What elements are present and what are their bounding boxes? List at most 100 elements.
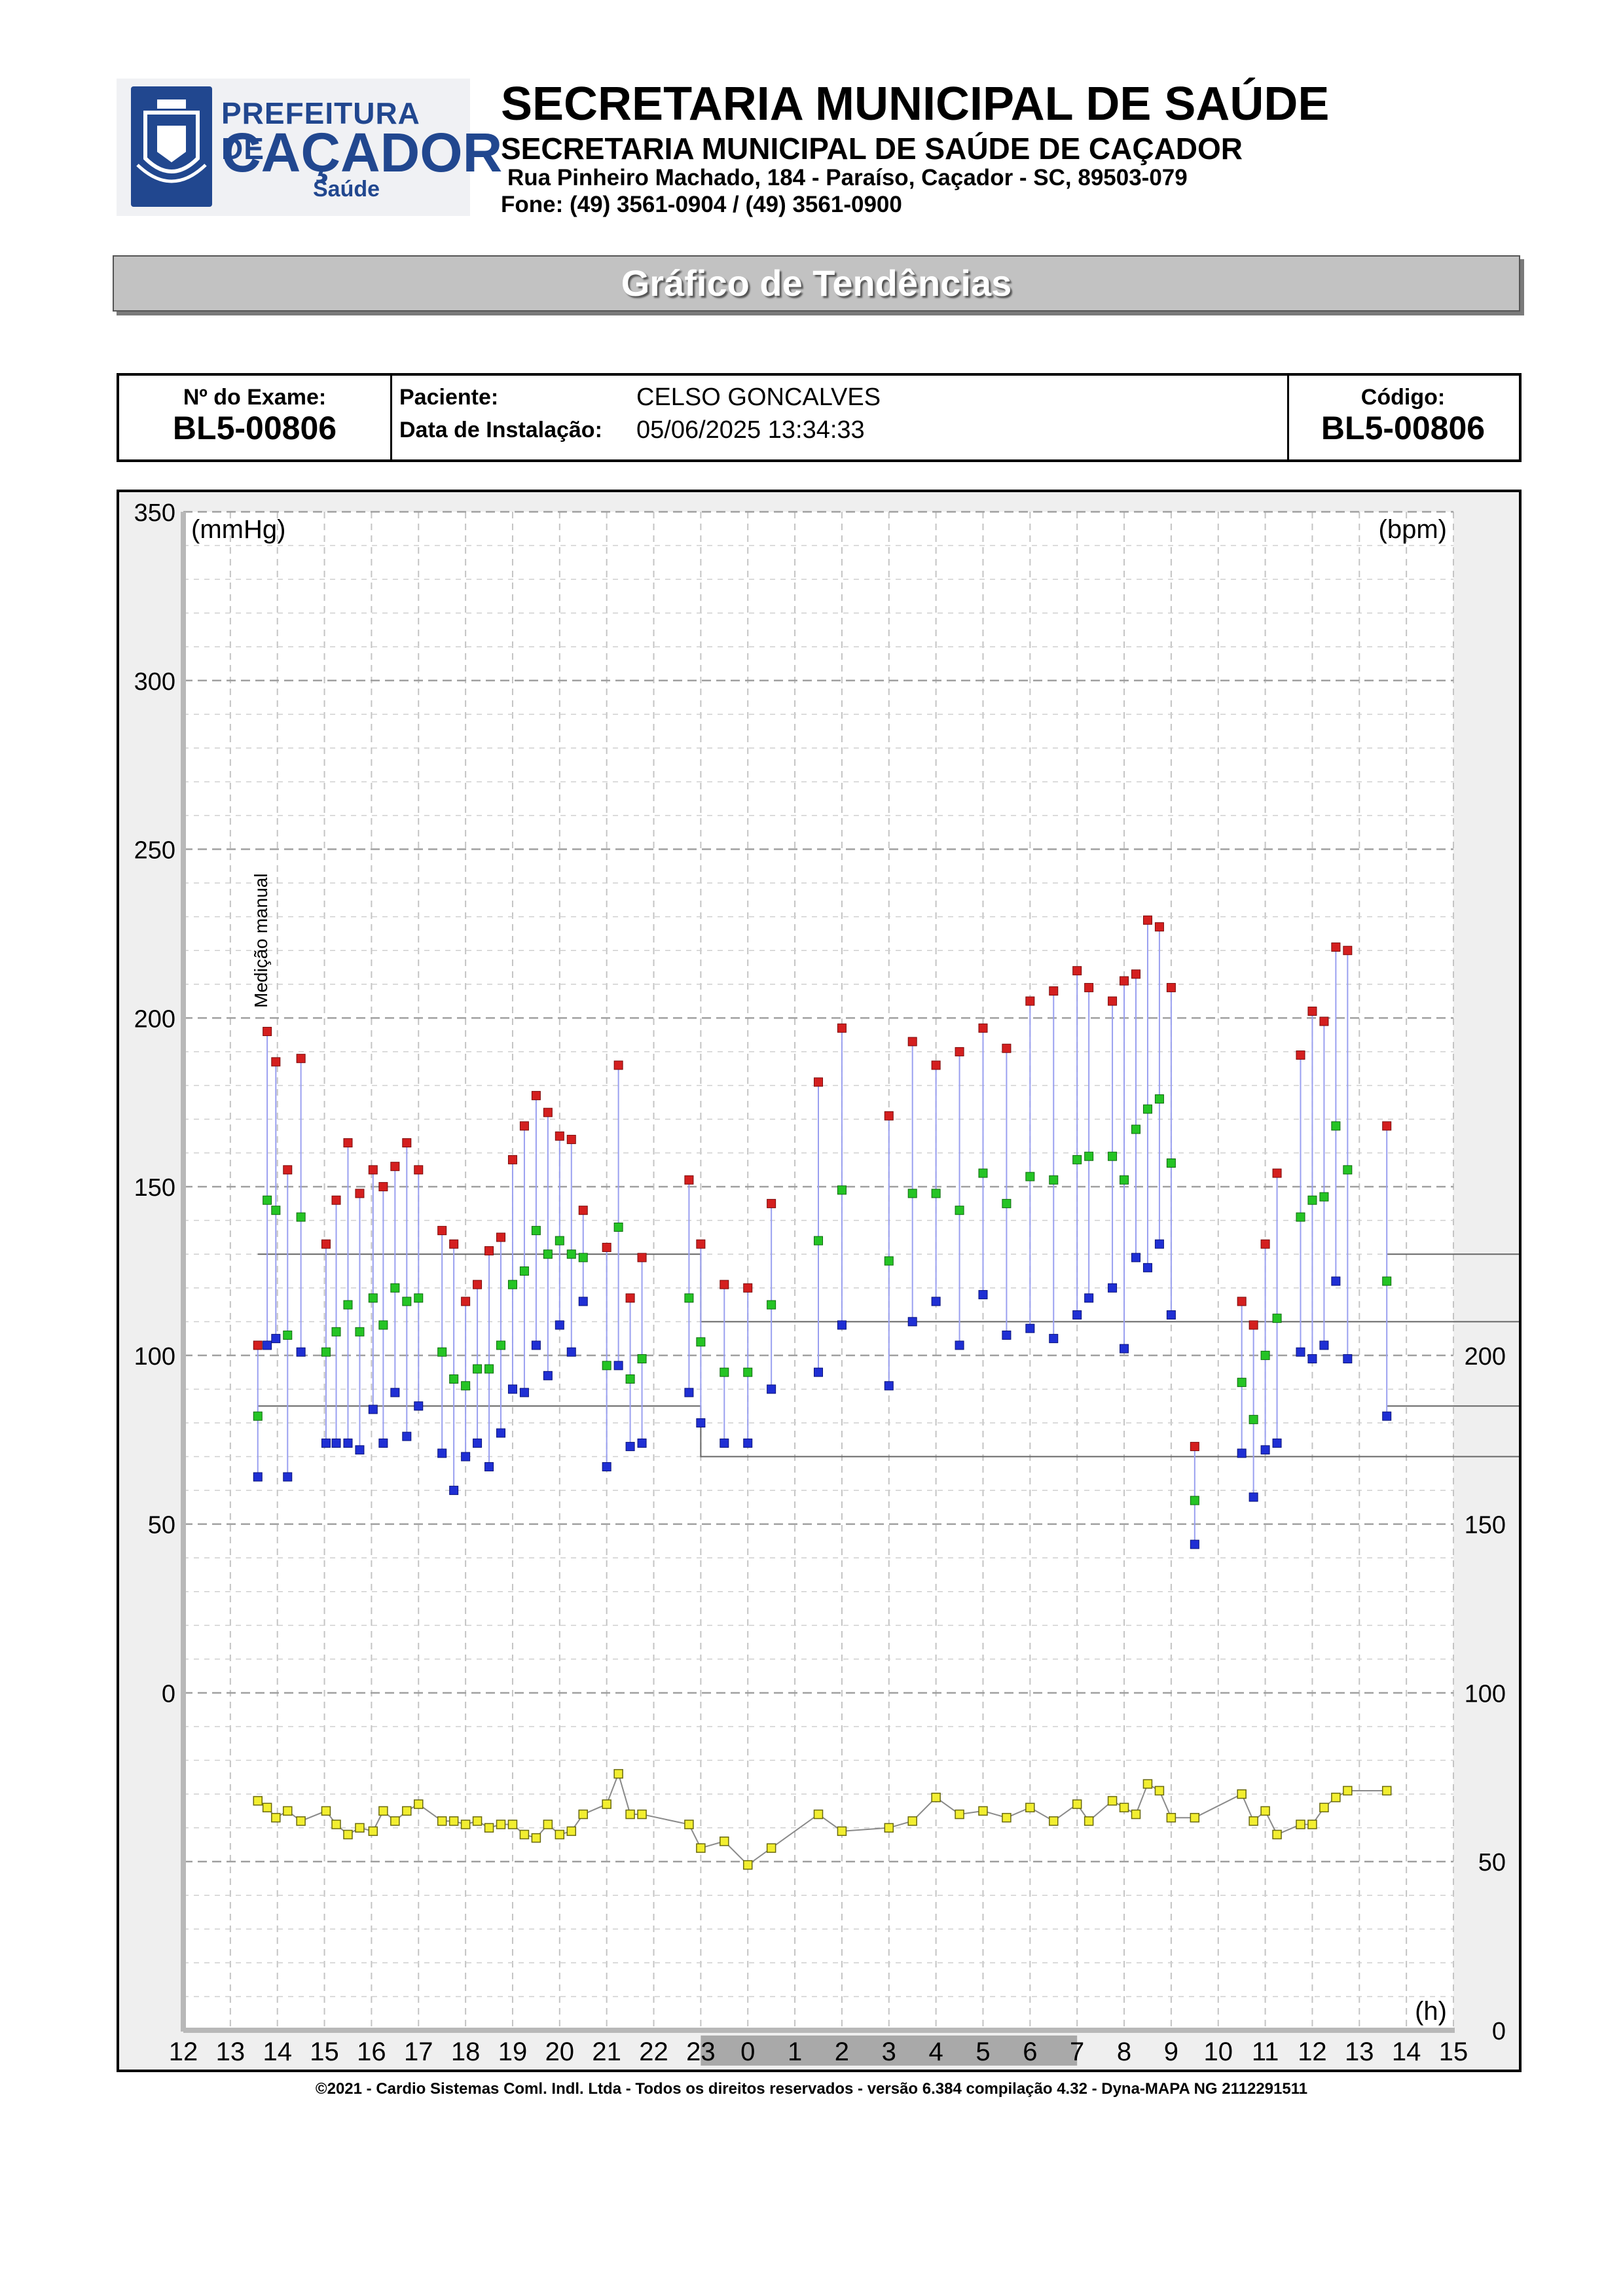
systolic-point	[566, 1134, 576, 1144]
y-right-axis-label: (bpm)	[1379, 515, 1447, 544]
y-right-tick-label: 0	[1492, 2018, 1506, 2045]
heart-rate-point	[1381, 1785, 1392, 1796]
diastolic-point	[1142, 1263, 1152, 1272]
x-tick-label: 17	[404, 2037, 433, 2066]
systolic-point	[684, 1175, 694, 1185]
mean-point	[531, 1226, 541, 1236]
diastolic-point	[331, 1438, 341, 1448]
y-right-tick-label: 100	[1465, 1680, 1506, 1708]
exam-info-table: Nº do Exame: BL5-00806 Paciente: CELSO G…	[117, 373, 1522, 462]
diastolic-point	[1343, 1354, 1353, 1364]
heart-rate-point	[907, 1816, 917, 1826]
systolic-point	[1307, 1007, 1317, 1016]
systolic-point	[720, 1280, 729, 1289]
heart-rate-point	[437, 1816, 447, 1826]
heart-rate-point	[496, 1820, 506, 1829]
mean-point	[602, 1361, 611, 1371]
systolic-point	[437, 1226, 447, 1236]
systolic-point	[449, 1239, 459, 1249]
mean-point	[414, 1293, 424, 1303]
exam-number-cell: Nº do Exame: BL5-00806	[119, 376, 392, 459]
diastolic-point	[449, 1486, 459, 1496]
diastolic-point	[321, 1438, 331, 1448]
report-banner: Gráfico de Tendências	[113, 255, 1520, 312]
x-tick-label: 15	[310, 2037, 339, 2066]
mean-point	[543, 1249, 553, 1259]
diastolic-point	[767, 1384, 776, 1394]
heart-rate-point	[343, 1829, 353, 1840]
diastolic-point	[837, 1320, 847, 1330]
code-value: BL5-00806	[1321, 410, 1486, 446]
diastolic-point	[484, 1462, 494, 1472]
x-tick-label: 20	[545, 2037, 575, 2066]
systolic-point	[368, 1165, 378, 1175]
x-tick-label: 8	[1117, 2037, 1131, 2066]
systolic-point	[1382, 1121, 1392, 1131]
mean-point	[1319, 1192, 1329, 1202]
diastolic-point	[1025, 1323, 1035, 1333]
systolic-point	[331, 1195, 341, 1205]
y-left-tick-label: 250	[134, 837, 175, 865]
mean-point	[1272, 1314, 1282, 1323]
heart-rate-point	[602, 1799, 611, 1809]
mean-point	[578, 1253, 588, 1263]
mean-point	[263, 1195, 272, 1205]
mean-point	[743, 1367, 753, 1377]
systolic-point	[955, 1047, 964, 1056]
mean-point	[1331, 1121, 1341, 1131]
systolic-point	[390, 1162, 400, 1172]
systolic-point	[484, 1246, 494, 1256]
diastolic-point	[696, 1418, 706, 1427]
mean-point	[1084, 1151, 1094, 1161]
heart-rate-point	[331, 1820, 341, 1829]
systolic-point	[507, 1155, 517, 1164]
diastolic-point	[1319, 1340, 1329, 1350]
diastolic-point	[531, 1340, 541, 1350]
diastolic-point	[578, 1297, 588, 1306]
x-tick-label: 22	[639, 2037, 668, 2066]
heart-rate-point	[1107, 1796, 1118, 1806]
diastolic-point	[625, 1442, 635, 1452]
mean-point	[1120, 1175, 1129, 1185]
diastolic-point	[743, 1438, 753, 1448]
heart-rate-point	[472, 1816, 483, 1826]
mean-point	[496, 1340, 505, 1350]
diastolic-point	[1190, 1539, 1199, 1549]
mean-point	[837, 1185, 847, 1195]
x-tick-label: 3	[882, 2037, 896, 2066]
x-tick-label: 21	[592, 2037, 621, 2066]
exam-number-label: Nº do Exame:	[183, 385, 327, 410]
mean-point	[1166, 1158, 1176, 1168]
diastolic-point	[602, 1462, 611, 1472]
heart-rate-point	[531, 1833, 541, 1843]
mean-point	[1108, 1151, 1118, 1161]
diastolic-point	[296, 1347, 306, 1357]
y-left-tick-label: 50	[148, 1512, 175, 1539]
heart-rate-point	[837, 1826, 847, 1837]
diastolic-point	[1154, 1239, 1164, 1249]
systolic-point	[625, 1293, 635, 1303]
mean-point	[296, 1212, 306, 1222]
install-date-label: Data de Instalação:	[399, 418, 602, 442]
systolic-point	[461, 1297, 471, 1306]
coat-of-arms-icon	[131, 86, 212, 207]
mean-point	[253, 1411, 263, 1421]
y-left-tick-label: 100	[134, 1343, 175, 1371]
heart-rate-point	[253, 1796, 263, 1806]
mean-point	[437, 1347, 447, 1357]
x-tick-label: 18	[451, 2037, 481, 2066]
mean-point	[1237, 1378, 1247, 1388]
heart-rate-point	[355, 1823, 365, 1833]
mean-point	[637, 1354, 647, 1364]
systolic-point	[1331, 942, 1341, 952]
heart-rate-point	[271, 1812, 281, 1823]
mean-point	[931, 1189, 941, 1198]
systolic-point	[321, 1239, 331, 1249]
diastolic-point	[814, 1367, 823, 1377]
mean-point	[402, 1297, 412, 1306]
code-label: Código:	[1360, 385, 1446, 410]
x-tick-label: 0	[740, 2037, 755, 2066]
diastolic-point	[473, 1438, 483, 1448]
systolic-point	[263, 1026, 272, 1036]
systolic-point	[1166, 982, 1176, 992]
